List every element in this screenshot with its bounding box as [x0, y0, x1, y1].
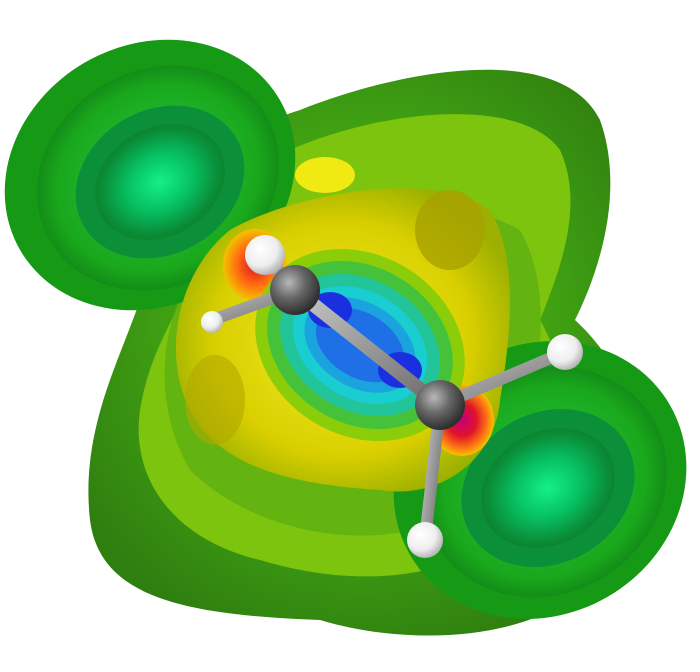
bond-c-c	[288, 283, 447, 412]
hydrogen-atom	[245, 235, 285, 275]
carbon-atom	[270, 265, 320, 315]
hydrogen-atom	[407, 522, 443, 558]
yellow-pocket-top-right	[415, 190, 485, 270]
hydrogen-atom	[201, 311, 223, 333]
yellow-pocket-left	[185, 355, 245, 445]
hydrogen-atom	[547, 334, 583, 370]
yellow-cap-top	[295, 157, 355, 193]
carbon-atom	[415, 380, 465, 430]
